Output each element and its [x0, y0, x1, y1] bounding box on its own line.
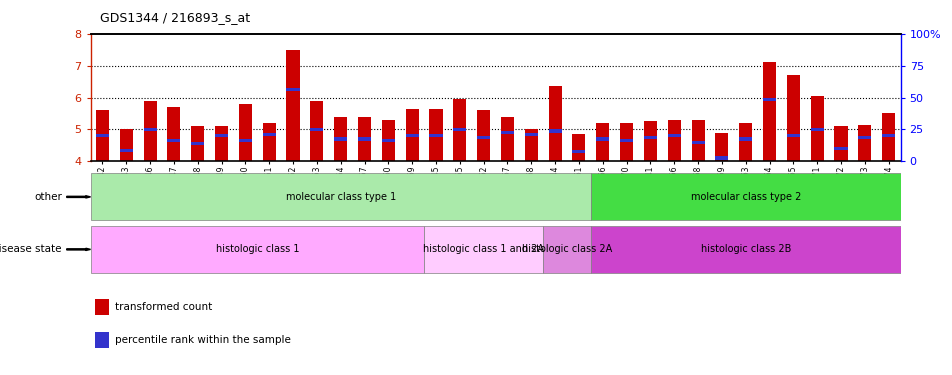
Bar [644, 122, 656, 161]
Bar [596, 123, 608, 161]
Bar [691, 120, 704, 161]
Bar [310, 128, 323, 131]
Bar [215, 134, 228, 137]
Bar [429, 134, 442, 137]
Text: molecular class type 2: molecular class type 2 [690, 192, 800, 202]
Bar [882, 134, 894, 137]
Bar [239, 139, 251, 142]
Bar [786, 75, 799, 161]
Bar [287, 88, 299, 91]
Bar [287, 50, 299, 161]
Bar [90, 226, 424, 273]
Bar [667, 120, 680, 161]
Bar [191, 126, 204, 161]
Bar [406, 134, 418, 137]
Text: other: other [34, 192, 62, 202]
Bar [215, 126, 228, 161]
Bar [810, 96, 823, 161]
Bar [263, 123, 275, 161]
Bar [501, 131, 513, 134]
Bar [620, 139, 632, 142]
Bar [168, 107, 180, 161]
Text: percentile rank within the sample: percentile rank within the sample [114, 335, 290, 345]
Bar [786, 134, 799, 137]
Bar [358, 137, 370, 141]
Bar [90, 174, 590, 220]
Bar [334, 117, 347, 161]
Bar [739, 137, 751, 141]
Bar [382, 139, 394, 142]
Bar [525, 133, 537, 136]
Bar [406, 109, 418, 161]
Bar [834, 147, 846, 150]
Bar [763, 98, 775, 101]
Bar [858, 124, 870, 161]
Bar [882, 113, 894, 161]
Bar [590, 226, 900, 273]
Text: histologic class 2B: histologic class 2B [700, 244, 790, 254]
Text: transformed count: transformed count [114, 302, 212, 312]
Bar [168, 139, 180, 142]
Bar [477, 136, 489, 139]
Bar [548, 86, 561, 161]
Bar [501, 117, 513, 161]
Bar [715, 133, 727, 161]
Bar [424, 226, 543, 273]
Bar [382, 120, 394, 161]
Bar [572, 134, 585, 161]
Bar [596, 137, 608, 141]
Bar [543, 226, 590, 273]
Bar [691, 141, 704, 144]
Bar [548, 129, 561, 133]
Bar [590, 174, 900, 220]
Bar [525, 129, 537, 161]
Bar [144, 101, 156, 161]
Bar [453, 128, 466, 131]
Bar [572, 150, 585, 153]
Text: histologic class 1 and 2A: histologic class 1 and 2A [423, 244, 544, 254]
Bar [667, 134, 680, 137]
Bar [620, 123, 632, 161]
Bar [94, 332, 109, 348]
Bar [96, 134, 109, 137]
Bar [96, 110, 109, 161]
Bar [310, 101, 323, 161]
Bar [191, 142, 204, 146]
Bar [358, 117, 370, 161]
Bar [334, 137, 347, 141]
Bar [239, 104, 251, 161]
Bar [858, 136, 870, 139]
Bar [453, 99, 466, 161]
Bar [739, 123, 751, 161]
Bar [644, 136, 656, 139]
Bar [120, 148, 132, 152]
Text: histologic class 2A: histologic class 2A [522, 244, 611, 254]
Text: molecular class type 1: molecular class type 1 [286, 192, 395, 202]
Bar [810, 128, 823, 131]
Bar [834, 126, 846, 161]
Text: disease state: disease state [0, 244, 62, 254]
Bar [763, 62, 775, 161]
Text: histologic class 1: histologic class 1 [215, 244, 299, 254]
Bar [144, 128, 156, 131]
Bar [120, 129, 132, 161]
Text: GDS1344 / 216893_s_at: GDS1344 / 216893_s_at [100, 11, 250, 24]
Bar [94, 299, 109, 315]
Bar [429, 109, 442, 161]
Bar [715, 156, 727, 160]
Bar [263, 133, 275, 136]
Bar [477, 110, 489, 161]
